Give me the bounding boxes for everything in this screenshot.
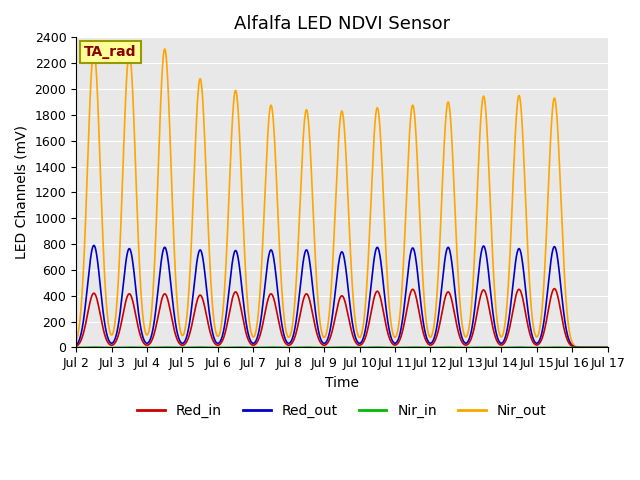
Red_in [604, 345, 611, 350]
Nir_in [267, 344, 275, 350]
Nir_out [72, 338, 80, 344]
Nir_out [410, 106, 418, 112]
Red_out [387, 333, 394, 339]
Title: Alfalfa LED NDVI Sensor: Alfalfa LED NDVI Sensor [234, 15, 450, 33]
Nir_in [467, 345, 474, 350]
Nir_out [495, 327, 502, 333]
Red_in [467, 338, 474, 344]
Nir_out [99, 235, 107, 240]
Red_out [90, 242, 98, 248]
Red_in [410, 287, 418, 293]
Red_out [467, 333, 474, 339]
Nir_in [265, 344, 273, 350]
Red_out [72, 342, 80, 348]
Line: Red_in: Red_in [76, 288, 607, 348]
Red_in [550, 286, 558, 291]
Nir_out [387, 317, 394, 323]
Nir_in [410, 344, 418, 350]
Red_in [265, 295, 273, 300]
Red_out [495, 337, 502, 343]
Red_in [387, 338, 394, 344]
Line: Red_out: Red_out [76, 245, 607, 348]
Red_in [495, 340, 502, 346]
Nir_out [161, 46, 168, 52]
Red_out [410, 247, 418, 252]
X-axis label: Time: Time [325, 376, 359, 390]
Nir_in [72, 345, 80, 350]
Nir_in [604, 345, 611, 350]
Y-axis label: LED Channels (mV): LED Channels (mV) [15, 125, 29, 259]
Legend: Red_in, Red_out, Nir_in, Nir_out: Red_in, Red_out, Nir_in, Nir_out [132, 398, 552, 423]
Red_out [99, 307, 107, 313]
Line: Nir_out: Nir_out [76, 49, 607, 348]
Nir_in [99, 345, 107, 350]
Nir_out [604, 345, 611, 350]
Nir_out [265, 119, 273, 124]
Nir_in [387, 345, 394, 350]
Red_in [99, 324, 107, 330]
Red_out [265, 253, 273, 259]
Text: TA_rad: TA_rad [84, 45, 136, 59]
Red_out [604, 345, 611, 350]
Nir_out [467, 316, 474, 322]
Nir_in [495, 345, 502, 350]
Red_in [72, 343, 80, 349]
